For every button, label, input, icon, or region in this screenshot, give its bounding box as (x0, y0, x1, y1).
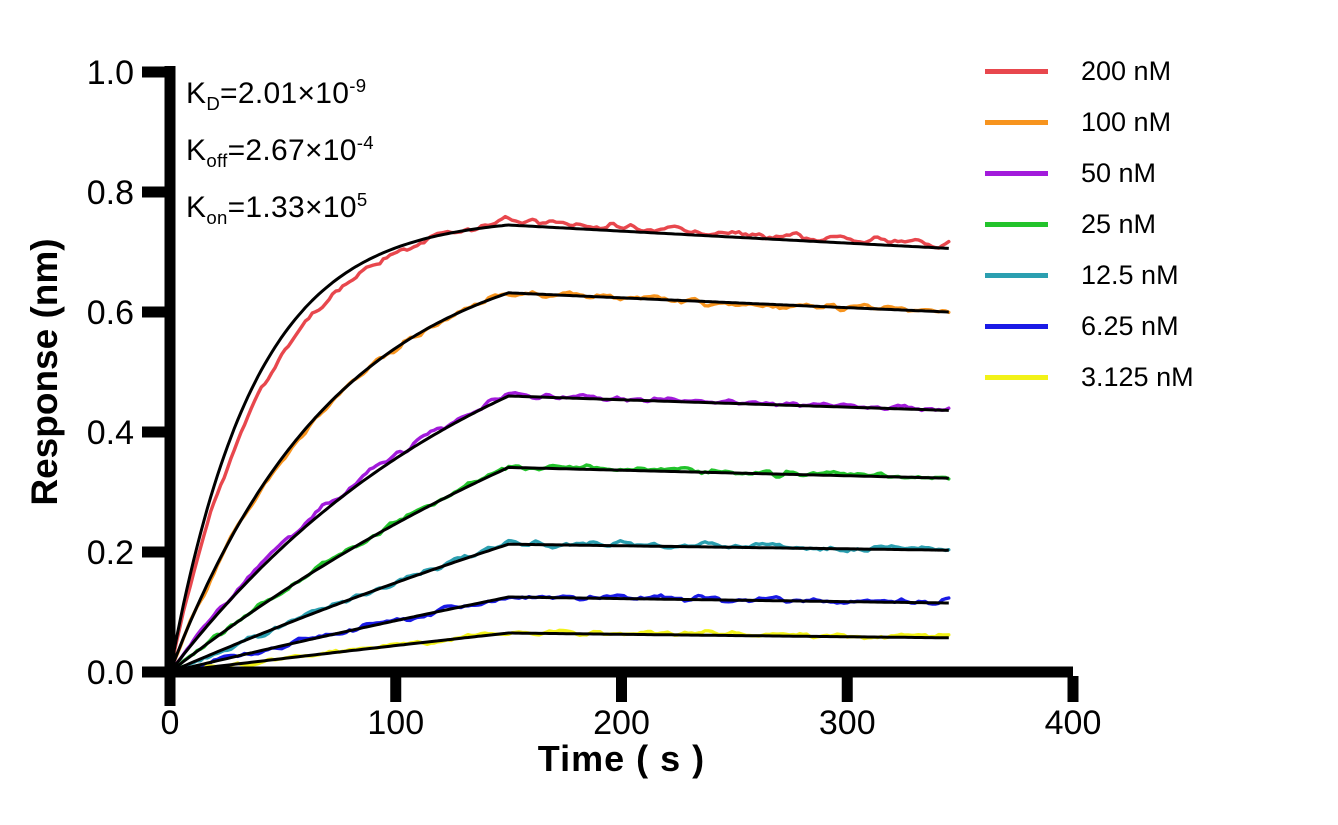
fit-line-200-nM (168, 223, 949, 673)
annotation-subscript: off (206, 150, 228, 171)
legend-line-swatch (985, 222, 1048, 227)
legend-line-swatch (985, 375, 1048, 380)
legend-label: 200 nM (1081, 56, 1172, 86)
annotation-exponent: -4 (356, 132, 374, 153)
annotation-constant: K (186, 191, 207, 224)
annotation-constant: K (186, 77, 207, 110)
y-tick-label: 0.4 (87, 414, 134, 452)
y-axis-title: Response (nm) (24, 238, 65, 505)
x-axis-title: Time ( s ) (538, 738, 705, 779)
series-curve-25-nM (168, 463, 951, 674)
annotation-value: =1.33×10 (227, 191, 357, 224)
legend-line-swatch (985, 171, 1048, 176)
x-tick-label: 200 (593, 704, 650, 742)
y-tick-label: 1.0 (87, 54, 134, 92)
x-tick-label: 300 (819, 704, 876, 742)
annotation-subscript: D (206, 93, 221, 114)
kinetics-annotation-line: Koff=2.67×10-4 (186, 123, 374, 180)
fit-line-100-nM (168, 291, 949, 673)
legend-line-swatch (985, 273, 1048, 278)
legend-label: 12.5 nM (1081, 260, 1179, 290)
x-tick-label: 0 (161, 704, 180, 742)
x-tick-label: 100 (367, 704, 424, 742)
legend-label: 100 nM (1081, 107, 1172, 137)
legend-item-12-5-nM: 12.5 nM (985, 250, 1194, 301)
legend-line-swatch (985, 324, 1048, 329)
fit-line-6-25-nM (169, 595, 949, 674)
legend-item-25-nM: 25 nM (985, 199, 1194, 250)
kinetics-annotation-line: KD=2.01×10-9 (186, 66, 374, 123)
kinetics-annotations: KD=2.01×10-9 Koff=2.67×10-4 Kon=1.33×105 (186, 66, 374, 237)
y-tick-label: 0.2 (87, 534, 134, 572)
legend-label: 3.125 nM (1081, 362, 1194, 392)
legend-item-100-nM: 100 nM (985, 97, 1194, 148)
series-curve-12-5-nM (168, 538, 951, 674)
legend-line-swatch (985, 120, 1048, 125)
annotation-value: =2.01×10 (220, 77, 350, 110)
legend-item-6-25-nM: 6.25 nM (985, 301, 1194, 352)
legend-item-50-nM: 50 nM (985, 148, 1194, 199)
legend-label: 6.25 nM (1081, 311, 1179, 341)
annotation-exponent: -9 (349, 75, 367, 96)
x-tick-label: 400 (1045, 704, 1102, 742)
legend-label: 50 nM (1081, 158, 1157, 188)
y-tick-label: 0.6 (87, 294, 134, 332)
y-tick-label: 0.8 (87, 174, 134, 212)
legend-item-3-125-nM: 3.125 nM (985, 352, 1194, 403)
legend-label: 25 nM (1081, 209, 1157, 239)
fit-line-50-nM (168, 394, 949, 673)
fit-line-12-5-nM (169, 542, 949, 674)
annotation-exponent: 5 (356, 189, 368, 210)
annotation-value: =2.67×10 (227, 134, 357, 167)
legend: 200 nM 100 nM 50 nM 25 nM 12.5 nM 6.25 nM 3.12… (985, 46, 1194, 403)
fit-line-25-nM (169, 465, 949, 674)
annotation-constant: K (186, 134, 207, 167)
legend-item-200-nM: 200 nM (985, 46, 1194, 97)
fit-line-3-125-nM (169, 631, 949, 674)
y-tick-label: 0.0 (87, 654, 134, 692)
legend-line-swatch (985, 69, 1048, 74)
annotation-subscript: on (206, 207, 228, 228)
kinetics-annotation-line: Kon=1.33×105 (186, 180, 374, 237)
